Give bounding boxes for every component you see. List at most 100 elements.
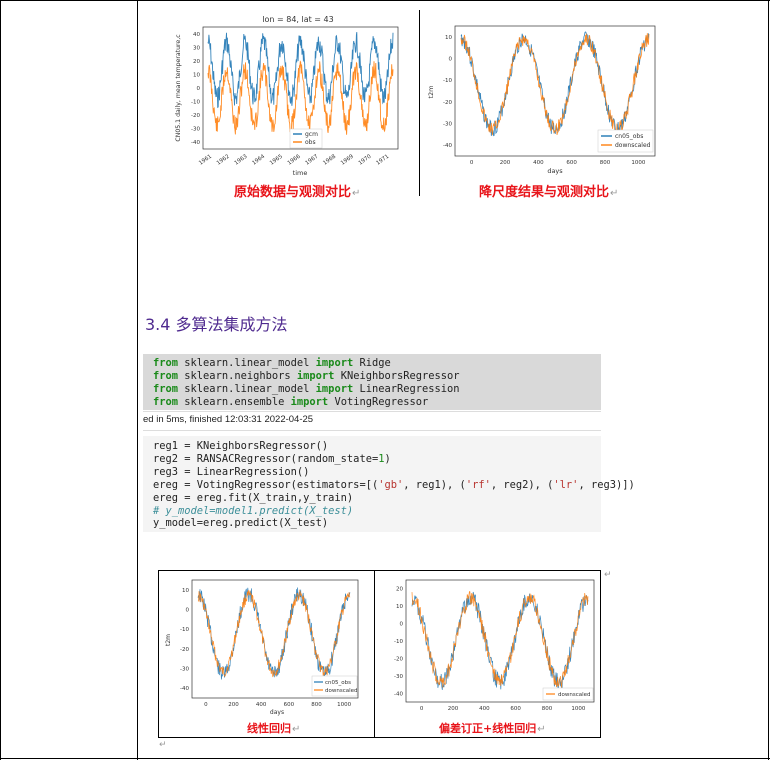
x-tick-label: 1964	[251, 153, 266, 166]
series-line	[411, 591, 589, 688]
legend-box	[311, 675, 358, 697]
cell-separator	[143, 430, 601, 431]
y-tick-label: -10	[191, 100, 200, 106]
x-tick-label: 400	[256, 702, 267, 708]
y-tick-label: -40	[191, 140, 200, 146]
y-tick-label: -30	[443, 122, 452, 128]
legend-label-obs: cn05_obs	[615, 133, 643, 140]
y-axis-label: CN05.1 daily, mean temperature,c	[175, 34, 182, 142]
x-tick-label: 1965	[269, 153, 284, 166]
table-border-bottom	[0, 758, 770, 759]
x-tick-label: 1961	[198, 154, 213, 167]
downscaled-figure: 10 0 -10 -20 -30 -40 0 200 400 600 800 1000 t2m da…	[427, 25, 656, 175]
x-tick-label: 1963	[234, 153, 249, 166]
x-tick-label: 800	[311, 702, 322, 708]
linear-regression-figure: 10 0 -10 -20 -30 -40 0 200 400 600 800 1000 t2m da…	[165, 579, 359, 716]
x-tick-label: 600	[566, 160, 577, 166]
legend-label-downscaled: downscaled	[325, 688, 358, 694]
caption-bias-correction: 偏差订正+线性回归↵	[439, 722, 546, 735]
x-tick-label: 0	[470, 160, 474, 166]
legend-label-downscaled: downscaled	[558, 692, 591, 698]
cell-separator	[143, 411, 601, 412]
paragraph-mark: ↵	[159, 740, 167, 750]
y-axis-label: t2m	[427, 85, 435, 98]
legend-box	[542, 687, 594, 701]
y-tick-label: -30	[394, 674, 403, 680]
caption-linear-regression: 线性回归↵	[247, 722, 301, 735]
y-tick-label: 40	[193, 32, 200, 38]
y-tick-label: -40	[394, 691, 403, 697]
x-tick-label: 1000	[631, 160, 645, 166]
y-tick-labels: 20 10 0 -10 -20 -30 -40	[394, 587, 403, 698]
x-tick-label: 800	[542, 706, 553, 712]
y-tick-label: 0	[197, 86, 201, 92]
y-tick-labels: 40 30 20 10 0 -10 -20 -30 -40	[191, 32, 200, 146]
legend-label-obs: obs	[305, 139, 316, 146]
x-tick-label: 200	[448, 706, 459, 712]
figure-divider-top	[419, 10, 420, 196]
x-tick-labels: 1961 1962 1963 1964 1965 1966 1967 1968 1969 1970…	[198, 153, 390, 166]
fig-table-mid	[374, 570, 375, 738]
y-tick-label: 20	[396, 587, 403, 593]
y-axis-label: t2m	[165, 634, 172, 646]
y-tick-label: -10	[443, 78, 452, 84]
y-tick-label: -10	[394, 639, 403, 645]
x-tick-label: 200	[228, 702, 239, 708]
x-tick-labels: 0 200 400 600 800 1000	[204, 702, 352, 708]
execution-status: ed in 5ms, finished 12:03:31 2022-04-25	[143, 414, 314, 425]
table-border-left	[0, 0, 1, 760]
x-tick-label: 1962	[216, 154, 231, 167]
caption-downscaled-vs-obs: 降尺度结果与观测对比↵	[479, 185, 619, 200]
x-tick-label: 1969	[340, 153, 355, 166]
fig-table-bottom	[158, 737, 601, 738]
x-axis-label: time	[293, 169, 308, 177]
y-tick-label: 10	[193, 72, 200, 78]
y-tick-label: 10	[396, 604, 403, 610]
x-tick-label: 0	[420, 706, 424, 712]
fig-table-left	[158, 570, 159, 738]
y-tick-label: 10	[182, 588, 189, 594]
x-tick-label: 200	[500, 160, 511, 166]
code-cell-imports[interactable]	[143, 354, 601, 410]
y-tick-label: -40	[443, 143, 452, 149]
section-heading: 3.4 多算法集成方法	[145, 315, 288, 334]
table-border-right	[768, 0, 769, 760]
y-tick-label: -20	[443, 100, 452, 106]
x-tick-label: 1000	[337, 702, 351, 708]
x-tick-label: 1970	[358, 153, 373, 166]
plot-area	[405, 579, 595, 703]
x-tick-label: 1000	[571, 706, 585, 712]
x-tick-label: 0	[204, 702, 208, 708]
y-tick-label: 30	[193, 45, 200, 51]
code-cell-ensemble[interactable]	[143, 436, 601, 532]
bias-correction-figure: 20 10 0 -10 -20 -30 -40 0 200 400 600 800 1000 down…	[394, 579, 595, 712]
x-tick-label: 400	[533, 160, 544, 166]
x-tick-labels: 0 200 400 600 800 1000	[470, 160, 646, 166]
y-tick-labels: 10 0 -10 -20 -30 -40	[180, 588, 189, 692]
code-ensemble: reg1 = KNeighborsRegressor() reg2 = RANS…	[153, 440, 635, 530]
legend-label-downscaled: downscaled	[615, 142, 651, 149]
y-tick-label: -30	[191, 127, 200, 133]
series-group	[411, 591, 589, 690]
y-tick-label: 0	[186, 608, 190, 614]
x-axis-label: days	[547, 167, 563, 175]
x-tick-label: 800	[600, 160, 611, 166]
code-imports: from sklearn.linear_model import Ridge f…	[153, 357, 460, 408]
caption-raw-vs-obs: 原始数据与观测对比↵	[234, 185, 361, 200]
y-tick-label: 0	[400, 622, 404, 628]
y-tick-label: -20	[394, 656, 403, 662]
y-tick-label: -20	[180, 647, 189, 653]
figure-title: lon = 84, lat = 43	[262, 15, 333, 24]
y-tick-label: -20	[191, 113, 200, 119]
fig-table-top	[158, 570, 601, 571]
table-border-top	[0, 0, 770, 1]
x-tick-labels: 0 200 400 600 800 1000	[420, 706, 586, 712]
table-column-divider	[137, 0, 138, 760]
fig-table-right	[600, 570, 601, 738]
x-tick-label: 1967	[304, 153, 319, 166]
x-tick-label: 400	[479, 706, 490, 712]
x-tick-label: 600	[284, 702, 295, 708]
series-line	[197, 589, 351, 678]
legend-label-gcm: gcm	[305, 131, 318, 138]
x-axis-label: days	[270, 709, 284, 716]
